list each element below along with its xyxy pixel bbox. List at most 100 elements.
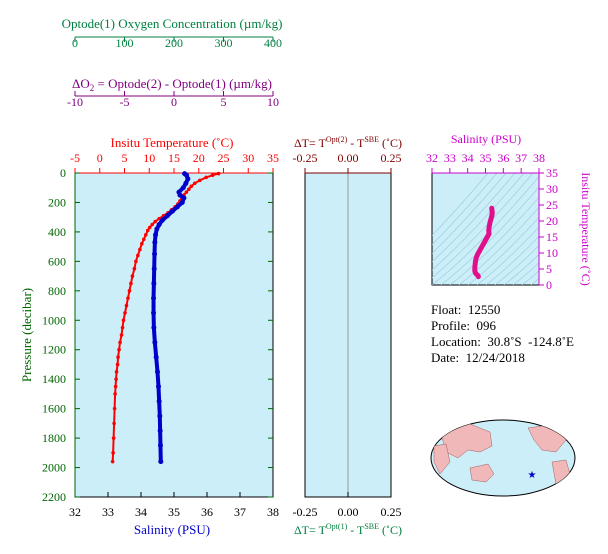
ts-temperature-axis-label: Insitu Temperature (˚C) <box>579 172 593 286</box>
temperature-axis-tick-label: 25 <box>218 151 230 165</box>
isopycnal-line <box>458 206 539 285</box>
temperature-point <box>187 187 191 191</box>
salinity-axis-tick-label: 38 <box>267 505 279 519</box>
salinity-point <box>157 413 163 419</box>
profile-panel <box>74 172 274 498</box>
temperature-axis-tick-label: 0 <box>97 151 103 165</box>
pressure-axis-tick-label: 800 <box>48 284 66 298</box>
pressure-axis-tick-label: 2200 <box>42 490 66 504</box>
temperature-point <box>121 318 126 323</box>
isopycnal-line <box>521 270 539 285</box>
temperature-point <box>119 333 124 337</box>
salinity-point <box>151 310 157 316</box>
pressure-axis-tick-label: 400 <box>48 225 66 239</box>
temperature-point <box>130 274 135 278</box>
dt-bottom-axis-tick-label: 0.25 <box>381 505 402 519</box>
salinity-axis-tick-label: 37 <box>234 505 246 519</box>
pressure-axis-tick-label: 600 <box>48 254 66 268</box>
map-land-asia <box>439 423 493 459</box>
temperature-point <box>116 355 120 359</box>
map-land-southamerica <box>551 459 571 491</box>
temperature-point <box>143 233 148 237</box>
ts-axes: 32 33 34 35 36 37 38 0 5 10 15 20 25 30 35 <box>426 151 558 292</box>
ts-point <box>473 259 478 263</box>
salinity-point <box>156 398 162 404</box>
isopycnal-line <box>432 175 539 285</box>
pressure-axis: 0 200 400 600 800 1000 1200 1400 1600 1800 2000 220… <box>42 166 273 504</box>
salinity-point <box>154 226 160 232</box>
temperature-point <box>138 247 142 252</box>
isopycnal-line <box>530 278 539 285</box>
pressure-axis-tick-label: 1000 <box>42 313 66 327</box>
ts-point <box>473 262 478 267</box>
ts-point <box>482 239 487 244</box>
temperature-point <box>192 181 197 186</box>
oxygen-axis-tick-label: 100 <box>116 36 134 50</box>
temperature-point <box>115 362 120 367</box>
temperature-point <box>210 173 215 178</box>
salinity-point <box>155 369 160 375</box>
temperature-point <box>216 171 221 176</box>
isopycnal-line <box>512 262 539 285</box>
temperature-point <box>145 228 150 233</box>
dt-top-axis-tick-label: 0.00 <box>338 151 359 165</box>
salinity-point <box>183 180 189 186</box>
ts-salinity-axis-tick-label: 33 <box>444 151 456 165</box>
temperature-point <box>189 184 194 189</box>
profile-series <box>110 171 221 465</box>
float-location-marker: ★ <box>528 470 537 481</box>
temperature-point <box>184 190 189 194</box>
ts-series <box>472 205 495 280</box>
ts-point <box>476 274 481 279</box>
dt-top-axis-tick-label: -0.25 <box>293 151 318 165</box>
ts-point <box>487 220 492 225</box>
isopycnal-line <box>432 173 516 263</box>
temperature-point <box>147 225 152 230</box>
ts-point <box>489 206 494 211</box>
delta-o2-axis: -10 -5 0 5 10 <box>67 91 279 109</box>
temperature-axis-tick-label: 10 <box>143 151 155 165</box>
ts-point <box>477 249 482 254</box>
salinity-point <box>169 208 175 214</box>
temperature-point <box>111 436 116 440</box>
pressure-axis-tick-label: 1600 <box>42 402 66 416</box>
ts-salinity-axis-tick-label: 35 <box>480 151 492 165</box>
ts-point <box>475 252 480 257</box>
temperature-point <box>113 384 118 389</box>
pressure-axis-tick-label: 200 <box>48 195 66 209</box>
salinity-point <box>151 266 157 272</box>
isopycnal-line <box>432 173 489 236</box>
salinity-axis: 32 33 34 35 36 37 38 <box>69 492 279 519</box>
float-id: Float: 12550 <box>431 302 501 317</box>
ts-panel <box>431 172 540 286</box>
delta-o2-axis-tick-label: -5 <box>120 95 130 109</box>
ts-salinity-axis-tick-label: 34 <box>462 151 474 165</box>
temperature-point <box>114 370 119 374</box>
temperature-point <box>110 459 115 464</box>
temperature-point <box>153 219 157 224</box>
pressure-axis-label: Pressure (decibar) <box>19 288 34 382</box>
salinity-point <box>174 204 180 210</box>
ts-isopycnals <box>432 173 539 285</box>
salinity-point <box>159 217 165 223</box>
temperature-point <box>123 311 127 315</box>
salinity-point <box>177 192 183 198</box>
dt-bottom-axis-tick-label: -0.25 <box>293 505 318 519</box>
salinity-axis-tick-label: 32 <box>69 505 81 519</box>
temperature-axis: -5 0 5 10 15 20 25 30 35 <box>70 151 279 174</box>
isopycnal-line <box>449 196 539 285</box>
oxygen-axis-tick-label: 400 <box>264 36 282 50</box>
salinity-point <box>157 442 163 448</box>
delta-t-axis: -0.25 0.00 0.25 -0.25 0.00 0.25 <box>293 151 402 519</box>
float-location: Location: 30.8˚S -124.8˚E <box>431 334 574 349</box>
temperature-point <box>127 289 132 293</box>
temperature-point <box>112 406 117 411</box>
ts-salinity-axis-tick-label: 37 <box>515 151 527 165</box>
temperature-point <box>140 241 144 246</box>
ts-point <box>479 244 484 249</box>
pressure-axis-tick-label: 1800 <box>42 431 66 445</box>
temperature-point <box>129 281 133 286</box>
salinity-point <box>153 354 159 360</box>
ts-temperature-axis-tick-label: 0 <box>546 278 552 292</box>
